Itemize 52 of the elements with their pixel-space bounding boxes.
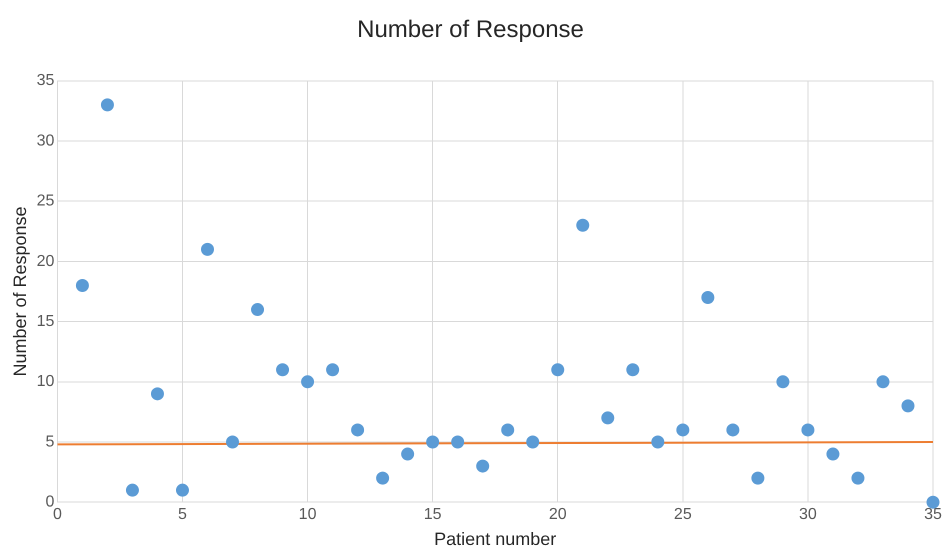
y-tick-label: 25: [36, 192, 54, 210]
x-tick-label: 5: [178, 506, 188, 524]
point: [76, 278, 89, 292]
point: [901, 399, 914, 412]
y-axis-title: Number of Response: [10, 206, 30, 377]
point: [701, 291, 714, 304]
y-tick-label: 30: [36, 132, 54, 150]
point: [376, 472, 390, 485]
point: [476, 460, 490, 473]
point: [826, 448, 840, 461]
point: [150, 387, 164, 400]
point: [801, 423, 814, 436]
point: [726, 423, 740, 436]
y-tick-label: 5: [45, 433, 54, 450]
x-tick-label: 25: [674, 506, 692, 524]
point: [626, 363, 640, 376]
y-tick-label: 10: [36, 373, 54, 390]
point: [201, 242, 214, 256]
point: [776, 375, 790, 388]
x-tick-label: 10: [298, 506, 317, 524]
point: [251, 303, 264, 316]
point: [326, 363, 340, 376]
point: [426, 436, 440, 448]
y-tick-label: 0: [45, 494, 54, 511]
point: [276, 363, 290, 376]
y-tick-label: 35: [36, 72, 54, 90]
point: [301, 375, 314, 388]
point: [401, 448, 414, 461]
point: [676, 423, 690, 436]
point: [351, 423, 364, 436]
y-tick-label: 15: [36, 313, 54, 330]
point: [651, 436, 664, 448]
x-tick-label: 15: [424, 506, 442, 524]
point: [851, 472, 864, 485]
chart-title: Number of Response: [357, 16, 584, 44]
x-tick-label: 30: [799, 506, 817, 524]
point: [226, 436, 240, 448]
point: [526, 436, 540, 448]
point: [601, 411, 614, 424]
point: [751, 472, 764, 485]
x-tick-label: 20: [548, 506, 567, 524]
point: [176, 484, 189, 497]
point: [551, 363, 564, 376]
point: [576, 218, 590, 232]
point: [100, 98, 114, 112]
point: [876, 375, 890, 388]
x-tick-label: 35: [924, 506, 942, 524]
point: [501, 423, 514, 436]
point: [126, 484, 139, 497]
x-axis-title: Patient number: [434, 529, 556, 550]
point: [451, 436, 464, 448]
y-tick-label: 20: [36, 252, 54, 270]
